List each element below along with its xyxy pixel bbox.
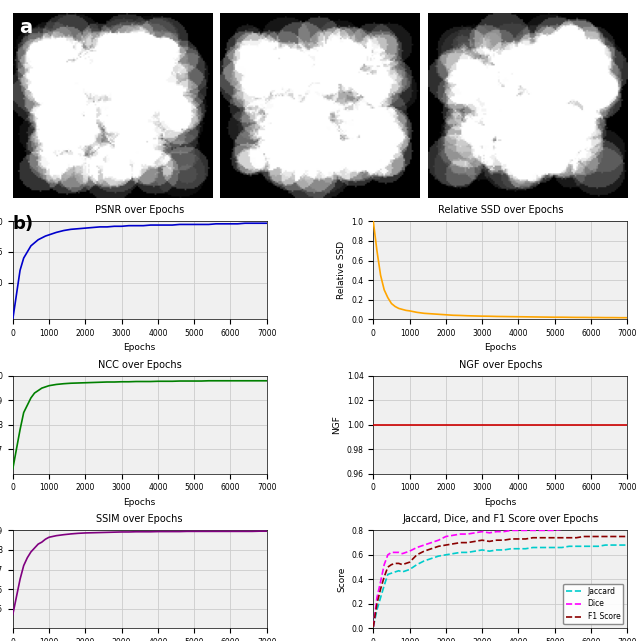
Title: Relative SSD over Epochs: Relative SSD over Epochs — [438, 205, 563, 215]
Y-axis label: NGF: NGF — [332, 415, 341, 434]
Y-axis label: Relative SSD: Relative SSD — [337, 241, 346, 299]
Title: SSIM over Epochs: SSIM over Epochs — [97, 514, 183, 524]
Title: NCC over Epochs: NCC over Epochs — [98, 360, 182, 370]
Title: NGF over Epochs: NGF over Epochs — [459, 360, 542, 370]
Text: a: a — [19, 19, 32, 37]
Title: PSNR over Epochs: PSNR over Epochs — [95, 205, 184, 215]
Y-axis label: Score: Score — [337, 567, 346, 592]
Title: Jaccard, Dice, and F1 Score over Epochs: Jaccard, Dice, and F1 Score over Epochs — [402, 514, 598, 524]
X-axis label: Epochs: Epochs — [484, 344, 516, 353]
Text: b): b) — [13, 215, 34, 233]
X-axis label: Epochs: Epochs — [124, 498, 156, 507]
Legend: Jaccard, Dice, F1 Score: Jaccard, Dice, F1 Score — [563, 583, 623, 624]
X-axis label: Epochs: Epochs — [484, 498, 516, 507]
X-axis label: Epochs: Epochs — [124, 344, 156, 353]
